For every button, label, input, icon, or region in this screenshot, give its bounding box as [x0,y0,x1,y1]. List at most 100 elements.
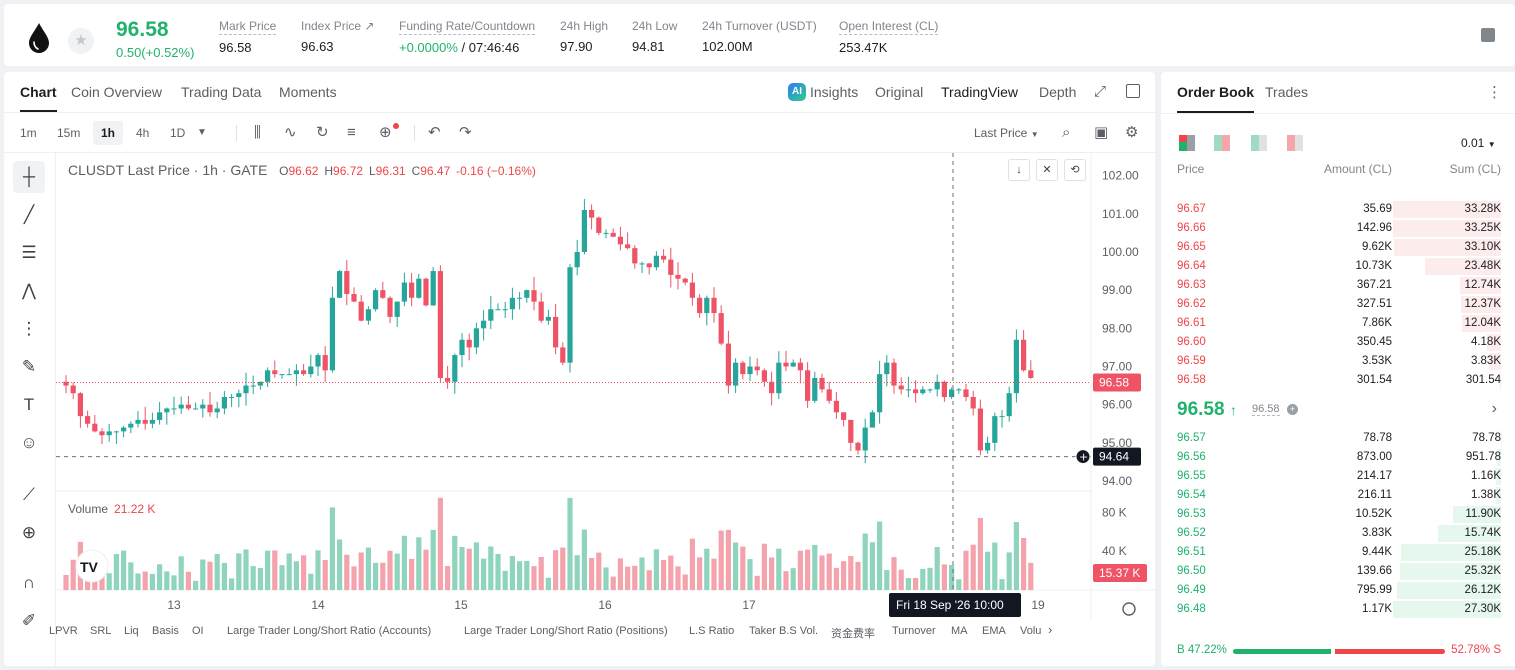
ask-row[interactable]: 96.61 7.86K 12.04K [1161,314,1515,333]
interval-1d[interactable]: 1D [170,126,186,140]
window-icon[interactable] [1126,84,1140,98]
indicator-ls-ratio[interactable]: L.S Ratio [689,625,735,637]
volume-bar [985,551,991,590]
emoji-tool-icon[interactable]: ☺ [20,433,38,452]
indicator-oi[interactable]: OI [192,625,204,637]
indicator-liq[interactable]: Liq [124,625,139,637]
chevron-right-icon[interactable]: › [1048,622,1053,637]
indicator-volume[interactable]: Volu [1020,625,1042,637]
favorite-star-icon[interactable]: ★ [68,28,94,54]
volume-bar [661,560,667,590]
ask-row[interactable]: 96.58 301.54 301.54 [1161,371,1515,390]
zoom-in-tool-icon[interactable]: ⊕ [21,523,37,542]
ask-row[interactable]: 96.65 9.62K 33.10K [1161,238,1515,257]
pattern-tool-icon[interactable]: ⋀ [22,281,36,300]
bid-row[interactable]: 96.51 9.44K 25.18K [1161,543,1515,562]
tab-order-book[interactable]: Order Book [1177,84,1255,113]
stat-open-interest[interactable]: Open Interest (CL) 253.47K [839,19,939,55]
camera-icon[interactable]: ▣ [1094,124,1109,141]
indicator-ema[interactable]: EMA [982,625,1006,637]
view-tradingview[interactable]: TradingView [941,84,1019,100]
stat-index-price[interactable]: Index Price ↗ 96.63 [301,19,374,54]
fib-tool-icon[interactable]: ⋮ [20,319,38,338]
fit-screen-icon[interactable]: ⟲ [1064,159,1086,181]
add-alert-icon[interactable]: ⊕ [379,123,399,143]
precision-select[interactable]: 0.01 ▼ [1461,136,1496,150]
stat-mark-price[interactable]: Mark Price 96.58 [219,19,277,55]
undo-icon[interactable]: ↶ [428,124,441,141]
bid-row[interactable]: 96.53 10.52K 11.90K [1161,505,1515,524]
trendline-tool-icon[interactable]: ╱ [23,205,35,224]
price-chart[interactable]: 102.00 101.00 100.00 99.00 98.00 97.00 96.00 95… [56,153,1155,620]
candle-body [653,255,659,268]
ask-row[interactable]: 96.64 10.73K 23.48K [1161,257,1515,276]
ask-row[interactable]: 96.62 327.51 12.37K [1161,295,1515,314]
view-bids-icon[interactable] [1251,135,1269,151]
indicator-funding-rate[interactable]: 资金费率 [831,628,875,640]
indicator-ltlsr-positions[interactable]: Large Trader Long/Short Ratio (Positions… [464,625,668,637]
refresh-icon[interactable]: ↻ [316,124,329,141]
view-original[interactable]: Original [875,84,924,100]
bid-row[interactable]: 96.56 873.00 951.78 [1161,448,1515,467]
tab-trades[interactable]: Trades [1265,84,1309,100]
indicators-icon[interactable]: ∿ [284,124,297,141]
interval-15m[interactable]: 15m [57,126,81,140]
search-icon[interactable]: ⌕ [1062,124,1071,141]
crosshair-time: Fri 18 Sep '26 10:00 [896,598,1004,612]
bid-row[interactable]: 96.49 795.99 26.12K [1161,581,1515,600]
ask-row[interactable]: 96.67 35.69 33.28K [1161,200,1515,219]
bid-row[interactable]: 96.55 214.17 1.16K [1161,467,1515,486]
text-tool-icon[interactable]: T [23,395,35,414]
scroll-down-icon[interactable]: ↓ [1008,159,1030,181]
view-depth[interactable]: Depth [1039,84,1077,100]
candle-type-icon[interactable]: ⫼ [254,124,261,141]
chevron-right-icon[interactable]: › [1491,400,1497,417]
bid-row[interactable]: 96.50 139.66 25.32K [1161,562,1515,581]
pencil-lock-tool-icon[interactable]: ✐ [21,611,37,630]
tab-moments[interactable]: Moments [279,84,337,100]
view-bids-asks-icon[interactable] [1214,135,1232,151]
chevron-down-icon: ▼ [1030,130,1039,139]
bid-row[interactable]: 96.57 78.78 78.78 [1161,429,1515,448]
volume-bar [236,553,242,590]
bid-row[interactable]: 96.48 1.17K 27.30K [1161,600,1515,619]
brush-tool-icon[interactable]: ✎ [21,357,37,376]
view-both-icon[interactable] [1179,135,1197,151]
ruler-tool-icon[interactable]: ⟋ [23,485,35,504]
indicator-basis[interactable]: Basis [152,625,179,637]
price-type-select[interactable]: Last Price ▼ [974,126,1039,140]
interval-dropdown-icon[interactable]: ▼ [197,127,207,138]
tab-chart[interactable]: Chart [20,84,57,112]
stat-funding-rate[interactable]: Funding Rate/Countdown +0.0000% / 07:46:… [399,19,536,55]
indicator-taker-bs-vol[interactable]: Taker B.S Vol. [749,625,819,637]
expand-icon[interactable]: ⤢ [1094,83,1107,100]
templates-icon[interactable]: ≡ [347,124,356,141]
settings-gear-icon[interactable]: ⚙ [1125,124,1139,141]
bid-row[interactable]: 96.54 216.11 1.38K [1161,486,1515,505]
interval-1h[interactable]: 1h [93,121,124,145]
indicator-srl[interactable]: SRL [90,625,112,637]
indicator-turnover[interactable]: Turnover [892,625,936,637]
indicator-lpvr[interactable]: LPVR [49,625,78,637]
crosshair-tool-icon[interactable]: ┼ [13,161,45,193]
collapse-icon[interactable]: ✕ [1036,159,1058,181]
guide-book-icon[interactable] [1481,28,1495,42]
interval-1m[interactable]: 1m [20,126,37,140]
ask-row[interactable]: 96.59 3.53K 3.83K [1161,352,1515,371]
interval-4h[interactable]: 4h [136,126,150,140]
horizontal-lines-tool-icon[interactable]: ☰ [21,243,37,262]
view-asks-icon[interactable] [1287,135,1305,151]
volume-bar [560,547,566,590]
view-insights[interactable]: Insights [810,84,859,100]
bid-row[interactable]: 96.52 3.83K 15.74K [1161,524,1515,543]
indicator-ltlsr-accounts[interactable]: Large Trader Long/Short Ratio (Accounts) [227,625,432,637]
ask-row[interactable]: 96.60 350.45 4.18K [1161,333,1515,352]
tab-coin-overview[interactable]: Coin Overview [71,84,163,100]
ask-row[interactable]: 96.63 367.21 12.74K [1161,276,1515,295]
ask-row[interactable]: 96.66 142.96 33.25K [1161,219,1515,238]
magnet-tool-icon[interactable]: ∩ [22,573,36,592]
tab-trading-data[interactable]: Trading Data [181,84,262,100]
more-options-icon[interactable]: ⋮ [1487,84,1502,101]
indicator-ma[interactable]: MA [951,625,968,637]
redo-icon[interactable]: ↷ [459,124,472,141]
